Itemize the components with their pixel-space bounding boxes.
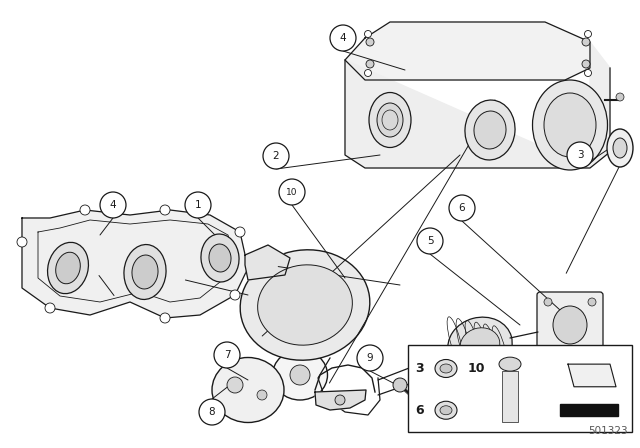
Circle shape: [366, 38, 374, 46]
Circle shape: [100, 192, 126, 218]
Circle shape: [335, 395, 345, 405]
Ellipse shape: [369, 92, 411, 147]
Circle shape: [235, 227, 245, 237]
Circle shape: [417, 228, 443, 254]
Circle shape: [357, 345, 383, 371]
Ellipse shape: [440, 406, 452, 415]
Ellipse shape: [474, 111, 506, 149]
Bar: [408, 345, 632, 432]
Ellipse shape: [532, 80, 607, 170]
Ellipse shape: [209, 244, 231, 272]
Ellipse shape: [499, 357, 521, 371]
Text: 5: 5: [427, 236, 433, 246]
Polygon shape: [560, 404, 618, 416]
Circle shape: [584, 30, 591, 38]
Circle shape: [80, 205, 90, 215]
Text: 3: 3: [416, 362, 424, 375]
Polygon shape: [568, 364, 616, 387]
Circle shape: [365, 30, 371, 38]
Text: 10: 10: [286, 188, 298, 197]
Ellipse shape: [544, 93, 596, 157]
Circle shape: [393, 378, 407, 392]
Circle shape: [366, 60, 374, 68]
Circle shape: [185, 192, 211, 218]
Text: 2: 2: [273, 151, 279, 161]
Text: 6: 6: [416, 404, 424, 417]
Circle shape: [160, 313, 170, 323]
FancyBboxPatch shape: [537, 292, 603, 363]
Circle shape: [227, 377, 243, 393]
Text: 3: 3: [577, 150, 583, 160]
Ellipse shape: [465, 100, 515, 160]
Circle shape: [584, 69, 591, 77]
Text: 1: 1: [195, 200, 202, 210]
Circle shape: [544, 348, 552, 356]
Circle shape: [214, 342, 240, 368]
Circle shape: [582, 60, 590, 68]
Text: 4: 4: [340, 33, 346, 43]
Ellipse shape: [132, 255, 158, 289]
Polygon shape: [315, 390, 366, 410]
Text: 7: 7: [224, 350, 230, 360]
Circle shape: [263, 143, 289, 169]
Circle shape: [279, 179, 305, 205]
Circle shape: [199, 399, 225, 425]
Ellipse shape: [435, 359, 457, 378]
Circle shape: [567, 142, 593, 168]
Circle shape: [365, 69, 371, 77]
Circle shape: [230, 290, 240, 300]
Circle shape: [290, 365, 310, 385]
Circle shape: [544, 298, 552, 306]
Circle shape: [160, 205, 170, 215]
Text: 10: 10: [467, 362, 484, 375]
Text: 501323: 501323: [588, 426, 628, 436]
Ellipse shape: [440, 364, 452, 373]
Text: 8: 8: [209, 407, 215, 417]
Circle shape: [582, 38, 590, 46]
Ellipse shape: [613, 138, 627, 158]
Circle shape: [257, 390, 267, 400]
Ellipse shape: [273, 350, 328, 400]
Text: 6: 6: [459, 203, 465, 213]
Circle shape: [330, 25, 356, 51]
Ellipse shape: [377, 103, 403, 137]
Ellipse shape: [448, 317, 512, 373]
Circle shape: [616, 93, 624, 101]
Polygon shape: [22, 210, 248, 318]
Circle shape: [588, 348, 596, 356]
Ellipse shape: [435, 401, 457, 419]
Circle shape: [588, 298, 596, 306]
Ellipse shape: [460, 328, 500, 362]
Polygon shape: [345, 42, 610, 168]
Circle shape: [17, 237, 27, 247]
Ellipse shape: [553, 306, 587, 344]
Ellipse shape: [258, 265, 353, 345]
Polygon shape: [345, 22, 590, 80]
Circle shape: [449, 195, 475, 221]
Bar: [502, 371, 518, 422]
Ellipse shape: [201, 234, 239, 282]
Ellipse shape: [124, 245, 166, 299]
Text: 4: 4: [109, 200, 116, 210]
Ellipse shape: [212, 358, 284, 422]
Text: 9: 9: [367, 353, 373, 363]
Polygon shape: [245, 245, 290, 280]
Ellipse shape: [47, 242, 88, 293]
Ellipse shape: [240, 250, 370, 360]
Circle shape: [45, 303, 55, 313]
Ellipse shape: [56, 252, 80, 284]
Ellipse shape: [607, 129, 633, 167]
